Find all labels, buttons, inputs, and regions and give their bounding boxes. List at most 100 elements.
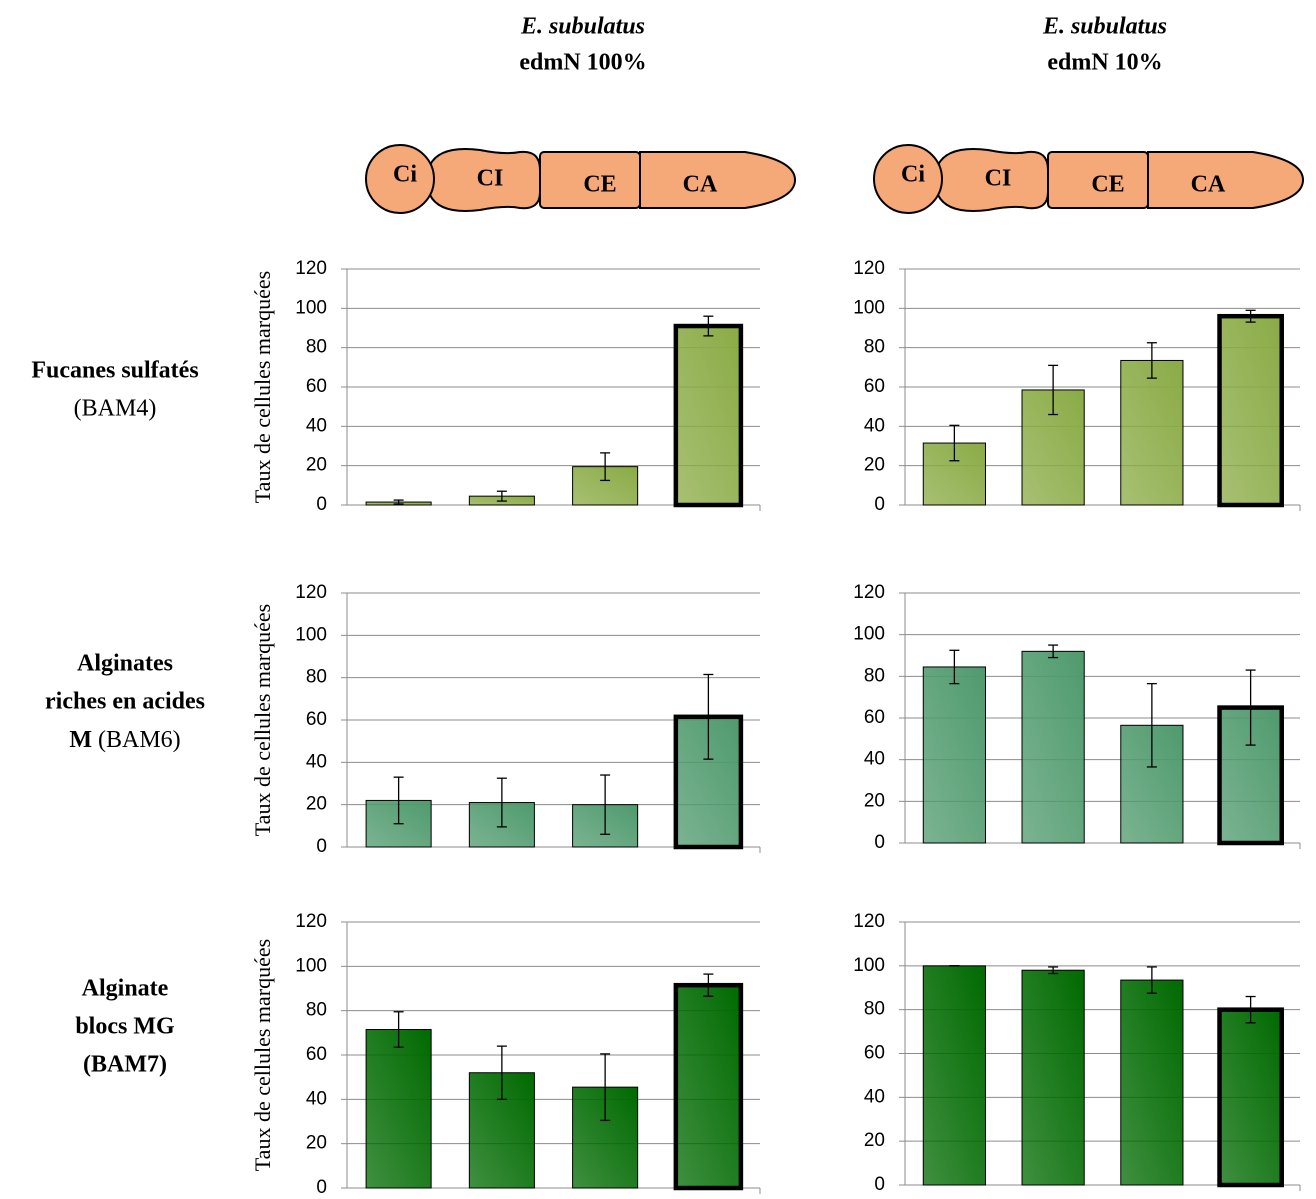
y-tick-label: 120 [853,582,885,603]
cell-label: CI [985,166,1012,192]
row-label: blocs MG [75,1014,175,1040]
error-bar [949,649,960,685]
bar-chart: 0 20 40 60 80 100 120 Taux de cellules marquées [250,911,761,1198]
bar-chart: 0 20 40 60 80 100 120 [853,911,1301,1195]
cell-intermediate [429,148,541,212]
y-tick-label: 40 [306,751,327,772]
y-tick-label: 40 [306,1088,327,1109]
error-bar [496,490,507,502]
y-tick-label: 120 [295,258,327,279]
bar [1217,313,1284,508]
bar-chart: 0 20 40 60 80 100 120 Taux de cellules marquées [250,258,761,515]
y-axis-label: Taux de cellules marquées [250,604,275,836]
cell-label: CE [583,172,616,198]
y-tick-label: 100 [295,955,327,976]
row-label: M [69,727,92,753]
bar [673,982,744,1191]
bar [1217,1007,1284,1188]
bar [1021,650,1085,844]
error-bar [1146,682,1157,768]
bar-chart: 0 20 40 60 80 100 120 [853,258,1301,515]
y-tick-label: 0 [874,1174,885,1195]
y-tick-label: 0 [874,494,885,515]
cell-initial [365,144,435,214]
y-tick-label: 20 [864,790,885,811]
error-bar [393,1011,404,1048]
y-tick-label: 100 [853,297,885,318]
y-tick-label: 60 [864,707,885,728]
row-antibody: (BAM4) [74,396,157,422]
y-tick-label: 20 [306,794,327,815]
row-antibody: (BAM6) [98,727,181,753]
row-label: riches en acides [45,689,205,715]
bar [1120,359,1184,506]
y-tick-label: 80 [306,1000,327,1021]
bar [365,1029,432,1189]
bar [1120,979,1184,1186]
y-tick-label: 60 [864,376,885,397]
error-bar [1048,644,1059,659]
error-bar [600,774,611,835]
bar [922,965,986,1186]
y-tick-label: 0 [316,494,327,515]
y-tick-label: 60 [864,1043,885,1064]
y-tick-label: 20 [864,1130,885,1151]
cell-label: CE [1091,172,1124,198]
cell-label: CI [477,166,504,192]
y-tick-label: 80 [306,337,327,358]
y-tick-label: 100 [853,624,885,645]
error-bar [1146,966,1157,994]
cell-apical [1147,151,1305,209]
y-tick-label: 20 [306,1133,327,1154]
y-axis-label: Taux de cellules marquées [250,271,275,503]
y-tick-label: 100 [295,624,327,645]
y-tick-label: 60 [306,709,327,730]
error-bar [600,452,611,482]
error-bar [393,499,404,505]
column-species: E. subulatus [1042,14,1167,40]
y-tick-label: 80 [864,999,885,1020]
column-condition: edmN 10% [1047,50,1162,76]
error-bar [1048,966,1059,975]
column-species: E. subulatus [520,14,645,40]
y-tick-label: 40 [864,749,885,770]
y-tick-label: 60 [306,1044,327,1065]
error-bar [393,776,404,825]
cell-label: CA [1191,172,1226,198]
y-tick-label: 120 [853,911,885,932]
y-tick-label: 100 [853,955,885,976]
error-bar [1245,309,1256,323]
cell-apical [639,151,797,209]
error-bar [703,315,714,337]
y-tick-label: 80 [864,337,885,358]
y-tick-label: 120 [853,258,885,279]
y-tick-label: 20 [864,455,885,476]
cell-intermediate [937,148,1049,212]
cell-label: Ci [901,162,925,188]
error-bar [600,1053,611,1122]
y-tick-label: 0 [316,1177,327,1198]
y-tick-label: 0 [316,836,327,857]
y-tick-label: 20 [306,455,327,476]
bar [1021,969,1085,1186]
cell-label: Ci [393,162,417,188]
error-bar [496,1045,507,1100]
y-tick-label: 80 [306,667,327,688]
error-bar [496,777,507,828]
row-label: Fucanes sulfatés [31,358,198,384]
error-bar [703,973,714,997]
cell-diagram: Ci CI CE CA [365,144,797,214]
error-bar [1048,364,1059,416]
row-label-line: M (BAM6) [69,727,180,753]
y-tick-label: 100 [295,297,327,318]
bar [673,323,744,508]
bar-chart: 0 20 40 60 80 100 120 [853,582,1301,853]
error-bar [1146,342,1157,379]
bar-chart: 0 20 40 60 80 100 120 Taux de cellules marquées [250,582,761,857]
y-tick-label: 40 [864,415,885,436]
bar [922,666,986,844]
y-tick-label: 120 [295,911,327,932]
y-tick-label: 120 [295,582,327,603]
y-axis-label: Taux de cellules marquées [250,939,275,1171]
